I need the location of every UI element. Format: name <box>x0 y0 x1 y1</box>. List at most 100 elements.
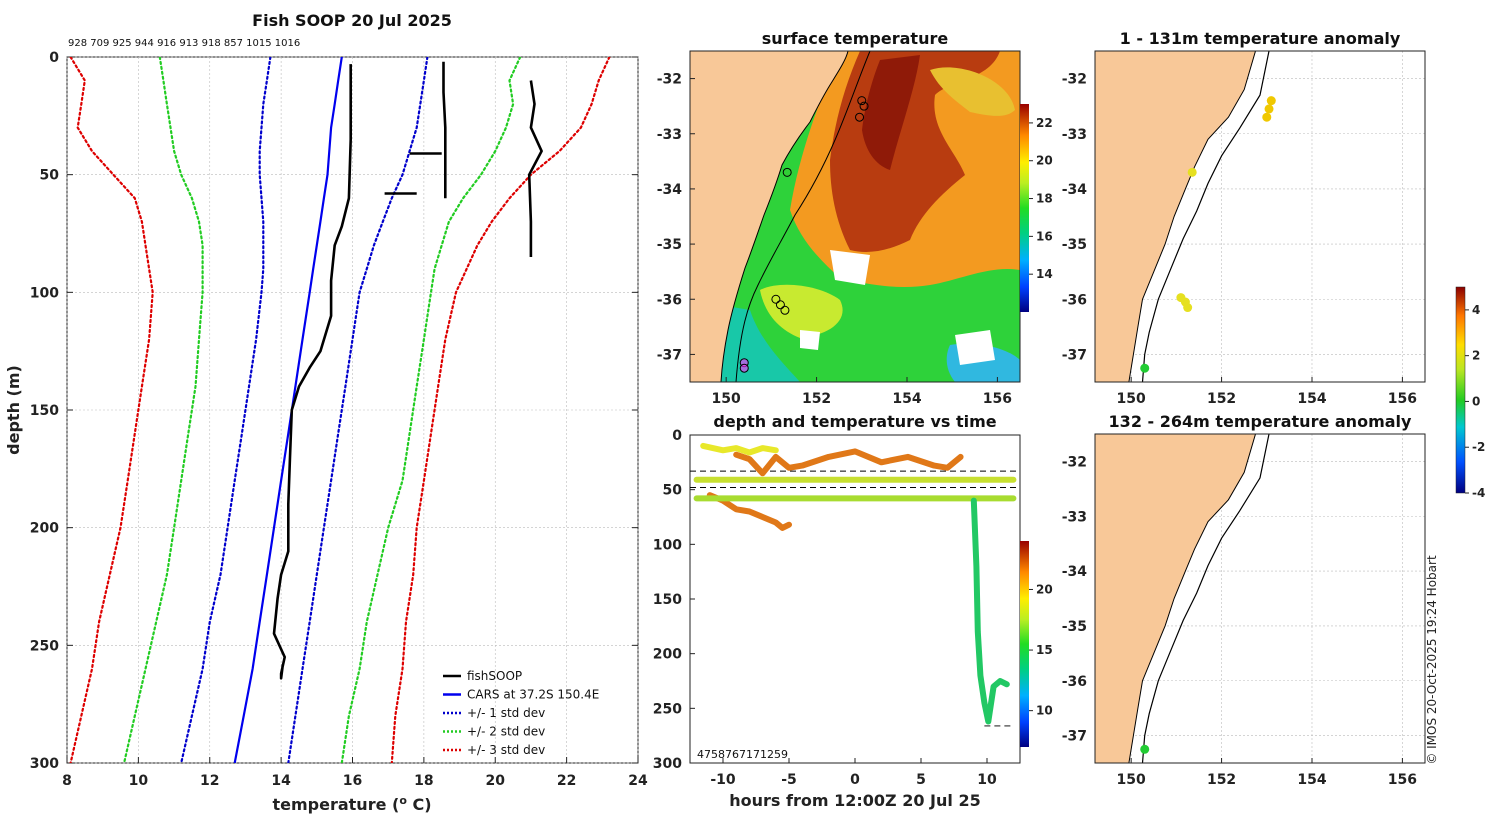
footer-copyright: © IMOS 20-Oct-2025 19:24 Hobart <box>1425 555 1439 765</box>
timeseries-ytick-label: 50 <box>663 483 683 499</box>
anomaly-2-panel: 132 - 264m temperature anomaly 150 152 154… <box>1062 412 1426 788</box>
map-ytick-label: -34 <box>657 182 683 198</box>
map-ytick-label: -33 <box>1062 127 1087 143</box>
profile-y-ticks: 0 50 100 150 200 250 300 <box>30 50 638 772</box>
profile-xtick-label: 8 <box>62 773 72 789</box>
sst-title: surface temperature <box>762 29 949 48</box>
sst-cloud-3 <box>800 330 820 350</box>
map-xtick-label: 152 <box>1207 391 1236 407</box>
timeseries-colorbar-ticks: 10 15 20 <box>1029 582 1053 718</box>
profile-ytick-label: 100 <box>30 285 59 301</box>
timeseries-xtick-label: 10 <box>977 772 997 788</box>
timeseries-corner-label: 4758767171259 <box>697 748 788 761</box>
profile-xtick-label: 14 <box>271 773 291 789</box>
sst-land <box>690 51 849 382</box>
sst-station-marker <box>739 363 749 373</box>
map-ytick-label: -33 <box>657 127 682 143</box>
map-ytick-label: -34 <box>1062 182 1088 198</box>
legend-label: +/- 1 std dev <box>467 706 545 720</box>
profile-ytick-label: 250 <box>30 638 59 654</box>
map-xtick-label: 156 <box>1388 391 1417 407</box>
timeseries-x-label: hours from 12:00Z 20 Jul 25 <box>729 791 980 810</box>
map-xtick-label: 152 <box>802 391 831 407</box>
map-ytick-label: -32 <box>657 72 682 88</box>
profile-lines <box>69 57 611 763</box>
std-3-left-line <box>69 57 154 763</box>
timeseries-colorbar <box>1020 541 1029 747</box>
sst-station-marker <box>782 167 792 177</box>
timeseries-colorbar-label: 15 <box>1036 643 1053 657</box>
map-ytick-label: -37 <box>1062 729 1087 745</box>
anomaly-colorbar <box>1455 286 1466 494</box>
timeseries-xtick-label: -5 <box>781 772 797 788</box>
anomaly-colorbar-label: -4 <box>1472 486 1485 500</box>
std-1-left-line <box>180 57 272 763</box>
legend-label: +/- 2 std dev <box>467 725 545 739</box>
map-ytick-label: -34 <box>1062 564 1088 580</box>
profile-xtick-label: 12 <box>200 773 219 789</box>
sst-colorbar <box>1020 104 1029 312</box>
timeseries-track <box>970 497 1010 725</box>
profile-xtick-label: 16 <box>343 773 362 789</box>
profile-ytick-label: 0 <box>49 50 59 66</box>
map-ytick-label: -32 <box>1062 72 1087 88</box>
map-xtick-label: 152 <box>1207 772 1236 788</box>
timeseries-track <box>700 442 779 456</box>
profile-xtick-label: 20 <box>486 773 506 789</box>
anomaly-axes-box <box>1094 50 1426 383</box>
map-xtick-label: 154 <box>1297 772 1326 788</box>
timeseries-tracks <box>693 442 1017 725</box>
sst-eddy-ring <box>930 67 1015 116</box>
sst-stations <box>739 96 869 373</box>
anomaly-land <box>1095 434 1257 763</box>
sst-cloud-2 <box>955 330 995 365</box>
timeseries-panel: depth and temperature vs time -10 -5 0 5 100… <box>653 412 1053 810</box>
timeseries-ytick-label: 0 <box>672 428 682 444</box>
timeseries-ytick-label: 150 <box>653 592 682 608</box>
std-1-right-line <box>287 57 429 763</box>
anomaly-2-title: 132 - 264m temperature anomaly <box>1109 412 1412 431</box>
anomaly-1-panel: 1 - 131m temperature anomaly 150 152 154 15… <box>1062 29 1426 407</box>
map-xtick-label: 154 <box>1297 391 1326 407</box>
timeseries-xtick-label: -10 <box>710 772 736 788</box>
map-ytick-label: -36 <box>657 292 682 308</box>
map-ytick-label: -35 <box>657 237 682 253</box>
anomaly-colorbar-label: 4 <box>1472 303 1480 317</box>
legend-label: +/- 3 std dev <box>467 743 545 757</box>
sst-cloud-1 <box>830 250 870 285</box>
timeseries-xtick-label: 5 <box>916 772 926 788</box>
map-xtick-label: 150 <box>1117 391 1146 407</box>
sst-colorbar-label: 14 <box>1036 267 1053 281</box>
profile-ytick-label: 50 <box>40 168 60 184</box>
profile-x-label: temperature (o C) <box>272 794 431 814</box>
timeseries-axes-box <box>689 434 1021 764</box>
anomaly-isobath <box>1141 434 1270 763</box>
map-ytick-label: -36 <box>1062 292 1087 308</box>
anomaly-point <box>1140 363 1150 373</box>
anomaly-point <box>1266 96 1276 106</box>
sst-colorbar-ticks: 14 16 18 20 22 <box>1029 116 1053 281</box>
sst-station-marker <box>859 101 869 111</box>
sst-colorbar-label: 18 <box>1036 192 1053 206</box>
map-xtick-label: 150 <box>1117 772 1146 788</box>
sst-isobath <box>735 51 871 382</box>
map-xtick-label: 156 <box>983 391 1012 407</box>
profile-x-ticks: 8 10 12 14 16 18 20 22 24 <box>62 757 648 789</box>
anomaly-1-title: 1 - 131m temperature anomaly <box>1120 29 1401 48</box>
map-ytick-label: -33 <box>1062 509 1087 525</box>
map-ytick-label: -32 <box>1062 454 1087 470</box>
std-2-right-line <box>340 57 522 763</box>
anomaly-map-ticks: 150 152 154 156 -32 -33 -34 -35 -36 -37 <box>1062 434 1425 788</box>
profile-header-numbers: 928 709 925 944 916 913 918 857 1015 101… <box>68 38 300 49</box>
profile-legend: fishSOOP CARS at 37.2S 150.4E +/- 1 std de… <box>443 669 599 757</box>
anomaly-colorbar-label: 0 <box>1472 394 1480 408</box>
sst-station-marker <box>855 112 865 122</box>
anomaly-colorbar-label: -2 <box>1472 440 1485 454</box>
timeseries-ytick-label: 250 <box>653 701 682 717</box>
timeseries-xtick-label: 0 <box>850 772 860 788</box>
sst-station-marker <box>780 305 790 315</box>
timeseries-colorbar-label: 20 <box>1036 582 1053 596</box>
timeseries-ytick-label: 200 <box>653 647 682 663</box>
